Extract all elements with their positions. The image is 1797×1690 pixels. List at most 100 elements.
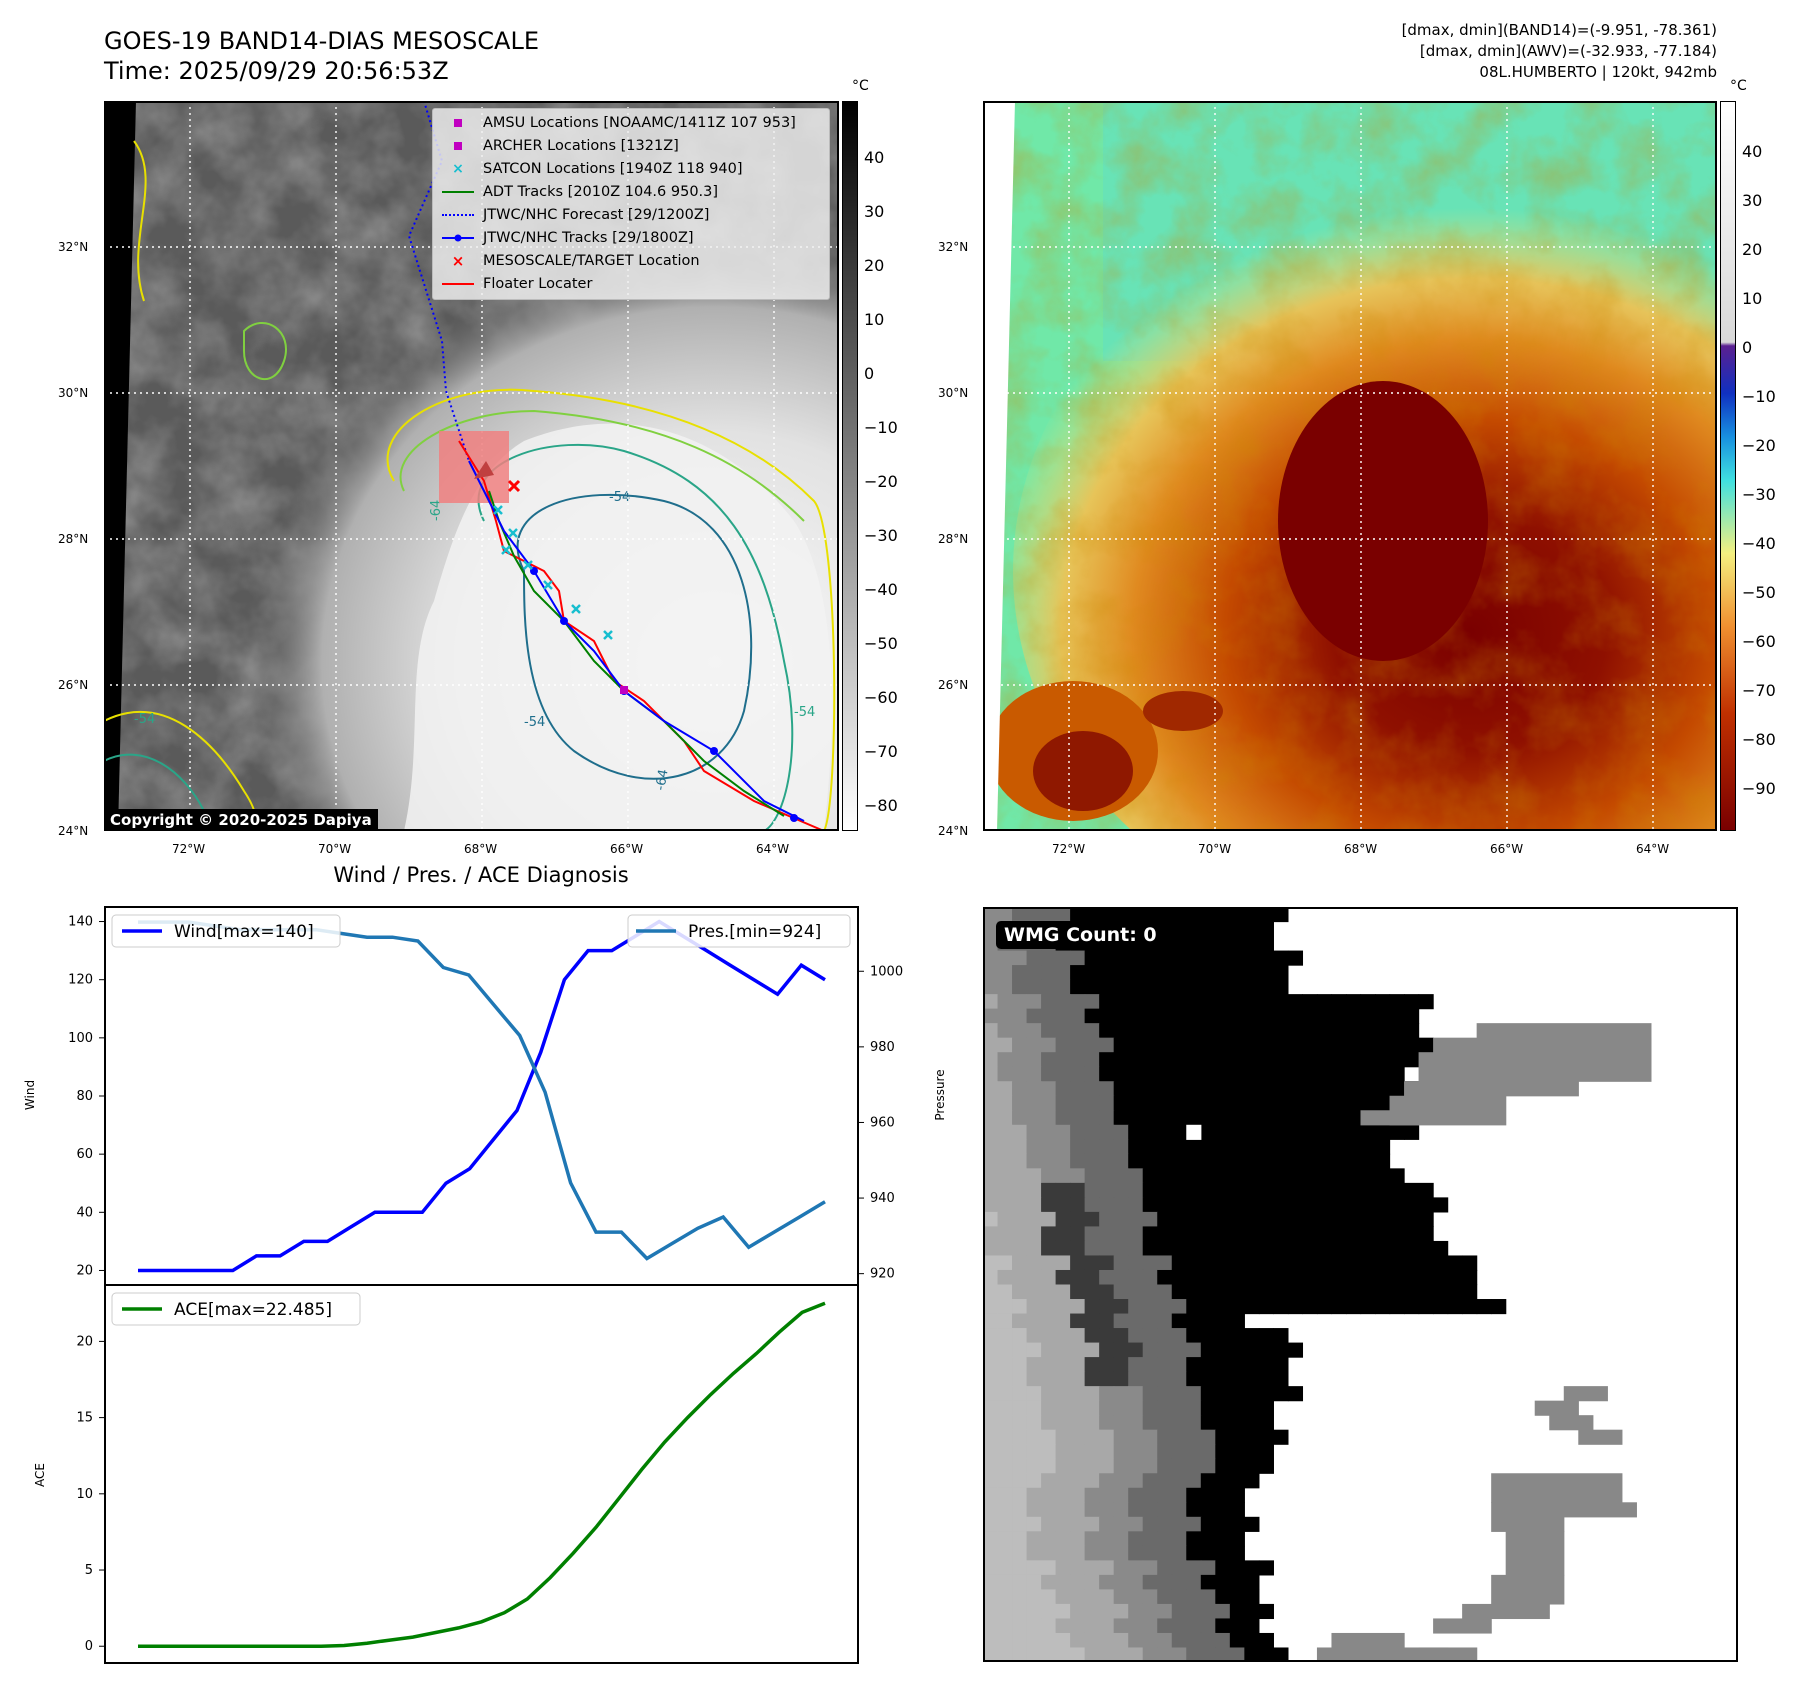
ace-tick-label: 20 [76,1334,93,1349]
cb-tick: 30 [864,202,885,221]
ace-tick-label: 15 [76,1411,93,1426]
figure-time: Time: 2025/09/29 20:56:53Z [104,57,449,85]
cb-tick: −10 [864,418,898,437]
mesoscale-box [439,431,509,503]
square-marker-icon [433,119,483,127]
ace-legend: ACE[max=22.485] [111,1292,361,1326]
lat-label: 28°N [938,532,969,546]
storm-info: 08L.HUMBERTO | 120kt, 942mb [1479,63,1717,81]
cb-tick: −70 [864,742,898,761]
figure-title: GOES-19 BAND14-DIAS MESOSCALE [104,27,540,55]
contour-label: -54 [134,712,155,727]
cb-tick: 40 [1742,142,1763,161]
legend-label: SATCON Locations [1940Z 118 940] [483,161,743,177]
colorbar-unit: °C [1730,78,1747,94]
legend-label: ARCHER Locations [1321Z] [483,138,679,154]
cb-tick: 10 [1742,289,1763,308]
chart-title: Wind / Pres. / ACE Diagnosis [333,863,629,887]
cb-tick: 10 [864,310,885,329]
colorbar-grayscale [842,101,858,831]
legend-label: Floater Locater [483,276,593,292]
lon-label: 72°W [172,842,206,856]
colorbar-color [1720,101,1736,831]
lon-label: 64°W [1636,842,1670,856]
lon-label: 68°W [464,842,498,856]
ace-tick-label: 5 [85,1563,93,1578]
wind-legend-label: Wind[max=140] [174,922,314,942]
wind-tick-label: 140 [68,915,93,930]
cb-tick: 0 [864,364,875,383]
dotted-line-icon [433,214,483,216]
cb-tick: −10 [1742,387,1776,406]
ace-axis-label: ACE [33,1463,47,1487]
colorbar-color-ticks: 40 30 20 10 0 −10 −20 −30 −40 −50 −60 −7… [1742,101,1787,831]
legend-label: AMSU Locations [NOAAMC/1411Z 107 953] [483,115,796,131]
lon-label: 66°W [1490,842,1524,856]
lat-label: 30°N [938,386,969,400]
contour-label: -54 [524,715,545,730]
x-marker-icon: × [451,252,465,270]
cb-tick: −30 [1742,485,1776,504]
solid-line-icon [433,283,483,285]
cb-tick: 0 [1742,338,1753,357]
cb-tick: −50 [1742,583,1776,602]
solid-line-icon [433,191,483,193]
cb-tick: −70 [1742,681,1776,700]
square-marker-icon [433,142,483,150]
wind-tick-label: 40 [76,1205,93,1220]
cb-tick: −60 [864,688,898,707]
lon-label: 64°W [756,842,790,856]
cb-tick: −90 [1742,779,1776,798]
contour-label: -64 [653,768,671,792]
lon-label: 72°W [1052,842,1086,856]
cb-tick: 40 [864,148,885,167]
cb-tick: −80 [864,796,898,815]
dmax-awv: [dmax, dmin](AWV)=(-32.933, -77.184) [1419,42,1717,60]
ace-tick-label: 0 [85,1639,93,1654]
lat-label: 28°N [58,532,89,546]
legend-label: MESOSCALE/TARGET Location [483,253,700,269]
cb-tick: 20 [1742,240,1763,259]
wind-legend: Wind[max=140] [111,914,341,948]
pressure-tick-label: 980 [870,1040,895,1055]
pressure-tick-label: 940 [870,1191,895,1206]
wind-tick-label: 120 [68,973,93,988]
cb-tick: −80 [1742,730,1776,749]
wind-tick-label: 60 [76,1147,93,1162]
lat-label: 32°N [58,240,89,254]
cb-tick: −20 [864,472,898,491]
cb-tick: 30 [1742,191,1763,210]
lon-label: 70°W [1198,842,1232,856]
pressure-legend-label: Pres.[min=924] [688,922,821,942]
cb-tick: 20 [864,256,885,275]
wind-tick-label: 20 [76,1263,93,1278]
wind-series-line [138,919,826,1273]
pressure-legend: Pres.[min=924] [627,914,851,948]
pressure-axis-label: Pressure [933,1069,947,1120]
wmg-pixel-map [983,907,1738,1662]
ace-tick-label: 10 [76,1487,93,1502]
lat-label: 24°N [58,824,89,838]
wmg-count-badge: WMG Count: 0 [996,921,1165,949]
cb-tick: −50 [864,634,898,653]
lon-label: 68°W [1344,842,1378,856]
ir-color-map [983,101,1717,831]
lat-label: 30°N [58,386,89,400]
line-dot-icon [433,233,483,243]
pressure-tick-label: 920 [870,1267,895,1282]
ace-legend-label: ACE[max=22.485] [174,1300,332,1320]
cb-tick: −40 [1742,534,1776,553]
legend-label: JTWC/NHC Forecast [29/1200Z] [483,207,710,223]
lat-label: 26°N [938,678,969,692]
pressure-tick-label: 1000 [870,964,903,979]
ace-series-line [138,1301,826,1648]
wind-axis-label: Wind [23,1080,37,1110]
x-marker-icon: × [452,161,464,177]
contour-label: -54 [794,705,815,720]
pressure-tick-label: 960 [870,1115,895,1130]
cb-tick: −20 [1742,436,1776,455]
cb-tick: −40 [864,580,898,599]
lon-label: 70°W [318,842,352,856]
contour-label: -54 [609,490,630,505]
